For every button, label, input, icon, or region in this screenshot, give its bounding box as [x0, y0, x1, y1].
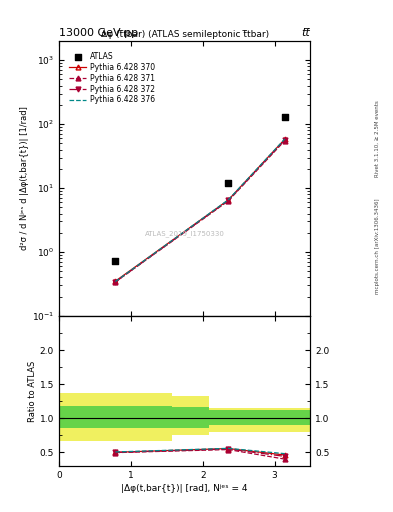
Pythia 6.428 372	[282, 137, 287, 143]
Pythia 6.428 370	[113, 278, 118, 284]
Pythia 6.428 376	[282, 136, 287, 142]
Line: Pythia 6.428 376: Pythia 6.428 376	[116, 139, 285, 282]
Pythia 6.428 371	[226, 198, 231, 204]
ATLAS	[225, 179, 231, 187]
Text: tt̅: tt̅	[302, 28, 310, 38]
X-axis label: |Δφ(t,bar{t})| [rad], Nʲᵉˢ = 4: |Δφ(t,bar{t})| [rad], Nʲᵉˢ = 4	[121, 484, 248, 493]
ATLAS	[112, 257, 119, 265]
ATLAS	[281, 113, 288, 121]
Y-axis label: Ratio to ATLAS: Ratio to ATLAS	[28, 360, 37, 421]
Title: Δφ (t̅tbar) (ATLAS semileptonic t̅tbar): Δφ (t̅tbar) (ATLAS semileptonic t̅tbar)	[101, 30, 269, 39]
Line: Pythia 6.428 371: Pythia 6.428 371	[113, 138, 287, 284]
Pythia 6.428 371	[282, 138, 287, 144]
Pythia 6.428 372	[226, 198, 231, 204]
Pythia 6.428 370	[282, 136, 287, 142]
Line: Pythia 6.428 372: Pythia 6.428 372	[113, 138, 287, 284]
Pythia 6.428 376	[226, 197, 231, 203]
Pythia 6.428 370	[226, 197, 231, 203]
Text: mcplots.cern.ch [arXiv:1306.3436]: mcplots.cern.ch [arXiv:1306.3436]	[375, 198, 380, 293]
Pythia 6.428 372	[113, 279, 118, 285]
Text: 13000 GeV pp: 13000 GeV pp	[59, 28, 138, 38]
Y-axis label: d²σ / d Nʲᵉˢ d |Δφ(t,bar{t})| [1/rad]: d²σ / d Nʲᵉˢ d |Δφ(t,bar{t})| [1/rad]	[20, 106, 29, 250]
Text: Rivet 3.1.10, ≥ 2.5M events: Rivet 3.1.10, ≥ 2.5M events	[375, 100, 380, 177]
Legend: ATLAS, Pythia 6.428 370, Pythia 6.428 371, Pythia 6.428 372, Pythia 6.428 376: ATLAS, Pythia 6.428 370, Pythia 6.428 37…	[68, 50, 156, 106]
Pythia 6.428 376	[113, 279, 118, 285]
Pythia 6.428 371	[113, 279, 118, 285]
Line: Pythia 6.428 370: Pythia 6.428 370	[113, 137, 287, 284]
Text: ATLAS_2019_I1750330: ATLAS_2019_I1750330	[145, 230, 225, 237]
